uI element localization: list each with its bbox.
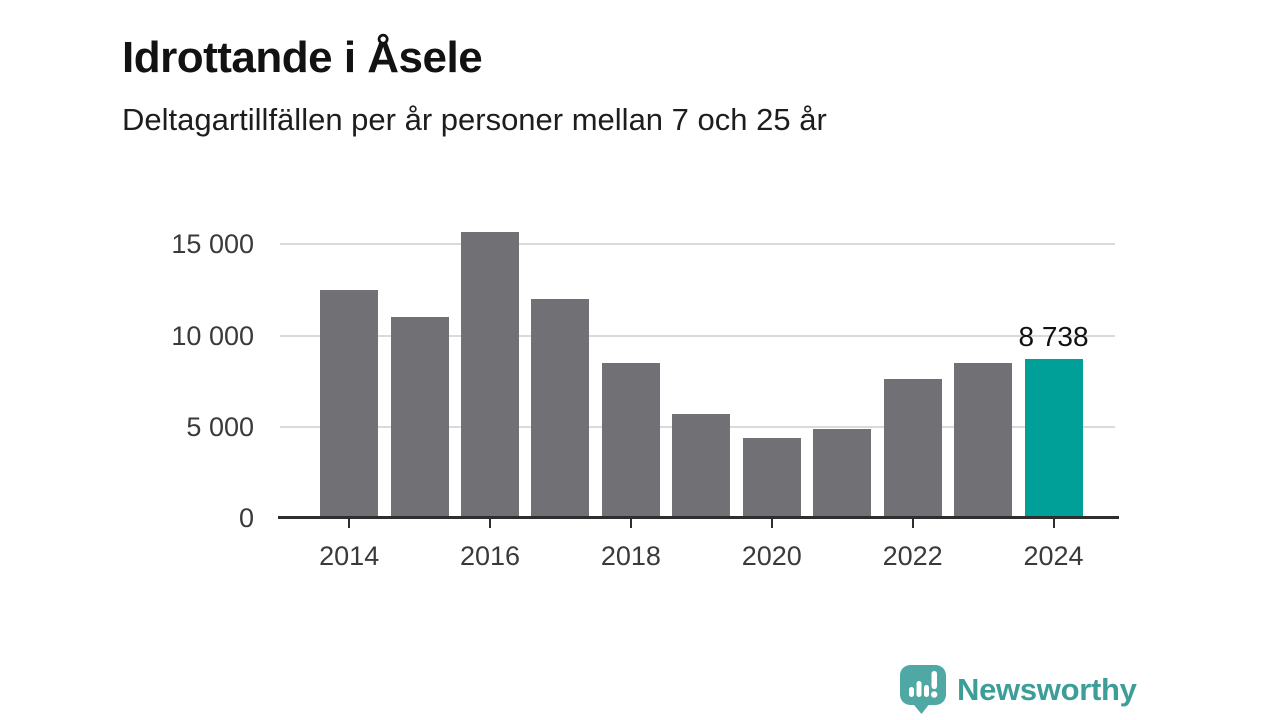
bar-2017 xyxy=(531,299,590,518)
bar-2016 xyxy=(461,231,520,518)
x-axis-tick-2014 xyxy=(348,519,351,528)
x-axis-tick-label-2024: 2024 xyxy=(1023,541,1084,571)
x-axis-tick-2020 xyxy=(770,519,773,528)
bar-2021 xyxy=(813,428,872,518)
x-axis-tick-label-2016: 2016 xyxy=(460,541,521,571)
newsworthy-logo-icon xyxy=(900,665,946,714)
bar-2023 xyxy=(954,362,1013,518)
bar-value-label: 8 738 xyxy=(1018,320,1089,352)
brand-name: Newsworthy xyxy=(957,671,1137,707)
x-axis-tick-label-2022: 2022 xyxy=(882,541,943,571)
brand-footer: Newsworthy xyxy=(898,663,1137,716)
x-axis-tick-label-2018: 2018 xyxy=(600,541,661,571)
x-axis-tick-label-2014: 2014 xyxy=(319,541,380,571)
bar-2022 xyxy=(883,379,942,518)
gridline-10000 xyxy=(280,334,1115,337)
x-axis-tick-label-2020: 2020 xyxy=(741,541,802,571)
x-axis-tick-2018 xyxy=(629,519,632,528)
bar-2020 xyxy=(742,437,801,518)
x-axis-line xyxy=(278,516,1119,519)
bar-2018 xyxy=(601,362,660,518)
page-title: Idrottande i Åsele xyxy=(122,33,483,83)
chart-subtitle: Deltagartillfällen per år personer mella… xyxy=(122,102,827,137)
bar-2014 xyxy=(320,290,379,518)
y-axis-tick-label-0: 0 xyxy=(238,503,254,533)
bar-2024 xyxy=(1024,358,1083,518)
x-axis-tick-2022 xyxy=(911,519,914,528)
bar-2015 xyxy=(390,317,449,518)
x-axis-tick-2016 xyxy=(489,519,492,528)
y-axis-tick-label-10000: 10 000 xyxy=(171,320,254,351)
y-axis-tick-label-15000: 15 000 xyxy=(171,229,254,260)
x-axis-tick-2024 xyxy=(1052,519,1055,528)
bar-2019 xyxy=(672,414,731,518)
y-axis-tick-label-5000: 5 000 xyxy=(186,411,254,442)
gridline-15000 xyxy=(280,243,1115,246)
